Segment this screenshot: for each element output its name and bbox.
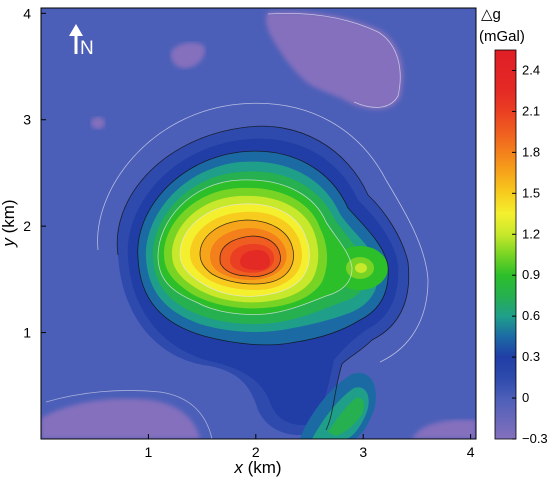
x-tick-label: 2 [252,444,260,460]
y-tick-label: 3 [23,112,31,128]
colorbar-tick-label: 2.4 [522,62,540,77]
plot-frame [40,7,477,440]
contour-line-white-3 [97,102,429,363]
contour-line-white-5 [45,390,213,439]
x-axis-ticks: 1 2 3 4 [145,434,475,460]
colorbar-tick-label: 0.6 [522,308,540,323]
contour-line-white-4 [267,12,401,108]
contour-map [41,8,476,439]
colorbar-gradient [494,49,517,440]
northwest-low-spot [170,42,206,69]
colorbar-tick-label: 0 [522,390,529,405]
colorbar-tick-label: 1.5 [522,185,540,200]
colorbar-tick-label: 2.1 [522,103,540,118]
y-tick-label: 2 [23,218,31,234]
colorbar-tick-label: 1.8 [522,144,540,159]
contour-line-black-2 [219,235,281,278]
colorbar-ticks: 2.4 2.1 1.8 1.5 1.2 0.9 0.6 0.3 0 −0.3 [512,62,548,446]
contour-line-black-1 [199,219,294,285]
y-axis-label: y (km) [0,199,18,247]
southeast-low-region [412,419,476,439]
x-axis-label: x (km) [233,458,281,477]
contour-line-white-2 [179,203,310,297]
y-axis-ticks: 1 2 3 4 [23,5,46,341]
contour-level-15 [240,250,270,270]
north-arrow-label: N [80,38,94,59]
colorbar: △g (mGal) 2.4 2.1 1.8 1.5 1.2 0.9 0.6 0.3 0 −0.3 [479,6,548,446]
colorbar-tick-label: −0.3 [522,431,548,446]
southwest-low-region [41,398,200,439]
east-lobe-peak [355,263,367,273]
northeast-low-region [265,11,404,110]
contour-line-black-3 [137,150,389,346]
colorbar-tick-label: 0.3 [522,349,540,364]
small-low-spot [91,117,105,129]
contour-lines [45,12,429,439]
x-tick-label: 1 [145,444,153,460]
x-tick-label: 4 [467,444,475,460]
colorbar-tick-label: 0.9 [522,267,540,282]
y-tick-label: 1 [23,325,31,341]
contour-line-white-1 [157,179,353,315]
north-arrow: N [69,24,94,59]
north-arrow-head-icon [69,24,83,36]
contour-line-black-4 [116,125,410,431]
colorbar-tick-label: 1.2 [522,226,540,241]
south-ridge-core [328,397,364,436]
colorbar-title-line1: △g [481,6,501,23]
colorbar-title-line2: (mGal) [479,28,525,45]
y-tick-label: 4 [23,5,31,21]
x-tick-label: 3 [359,444,367,460]
